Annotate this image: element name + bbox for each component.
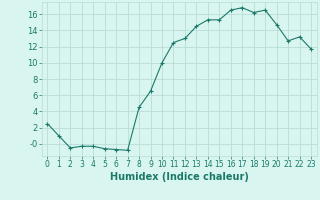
X-axis label: Humidex (Indice chaleur): Humidex (Indice chaleur) (110, 172, 249, 182)
